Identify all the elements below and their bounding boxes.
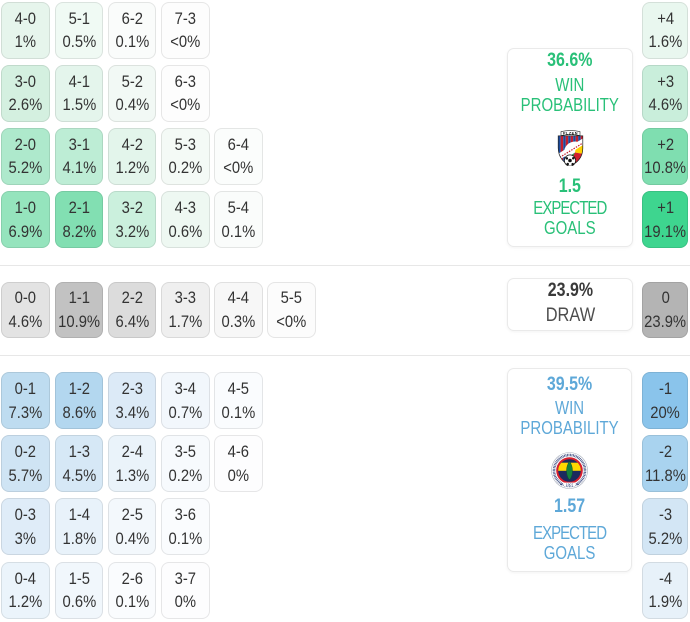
svg-text:PLZEN: PLZEN bbox=[563, 131, 578, 135]
svg-text:1907: 1907 bbox=[566, 483, 574, 487]
